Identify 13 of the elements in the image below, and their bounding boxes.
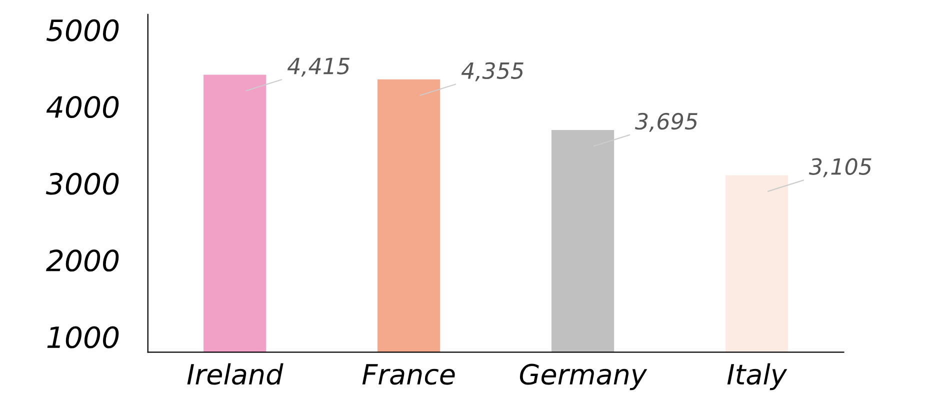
x-tick-label: Germany [520,364,648,390]
data-label: 3,695 [635,112,698,132]
y-tick-label: 4000 [46,96,119,118]
y-tick-label: 3000 [46,172,119,195]
data-label: 3,105 [808,158,872,178]
data-label: 4,415 [287,58,350,77]
y-tick-label: 1000 [47,326,119,348]
x-tick-label: Ireland [187,363,284,385]
x-tick-label: Italy [727,363,788,390]
data-label: 4,355 [461,62,524,82]
x-tick-label: France [362,364,455,385]
y-tick-label: 5000 [46,19,119,42]
y-tick-label: 2000 [46,249,119,272]
